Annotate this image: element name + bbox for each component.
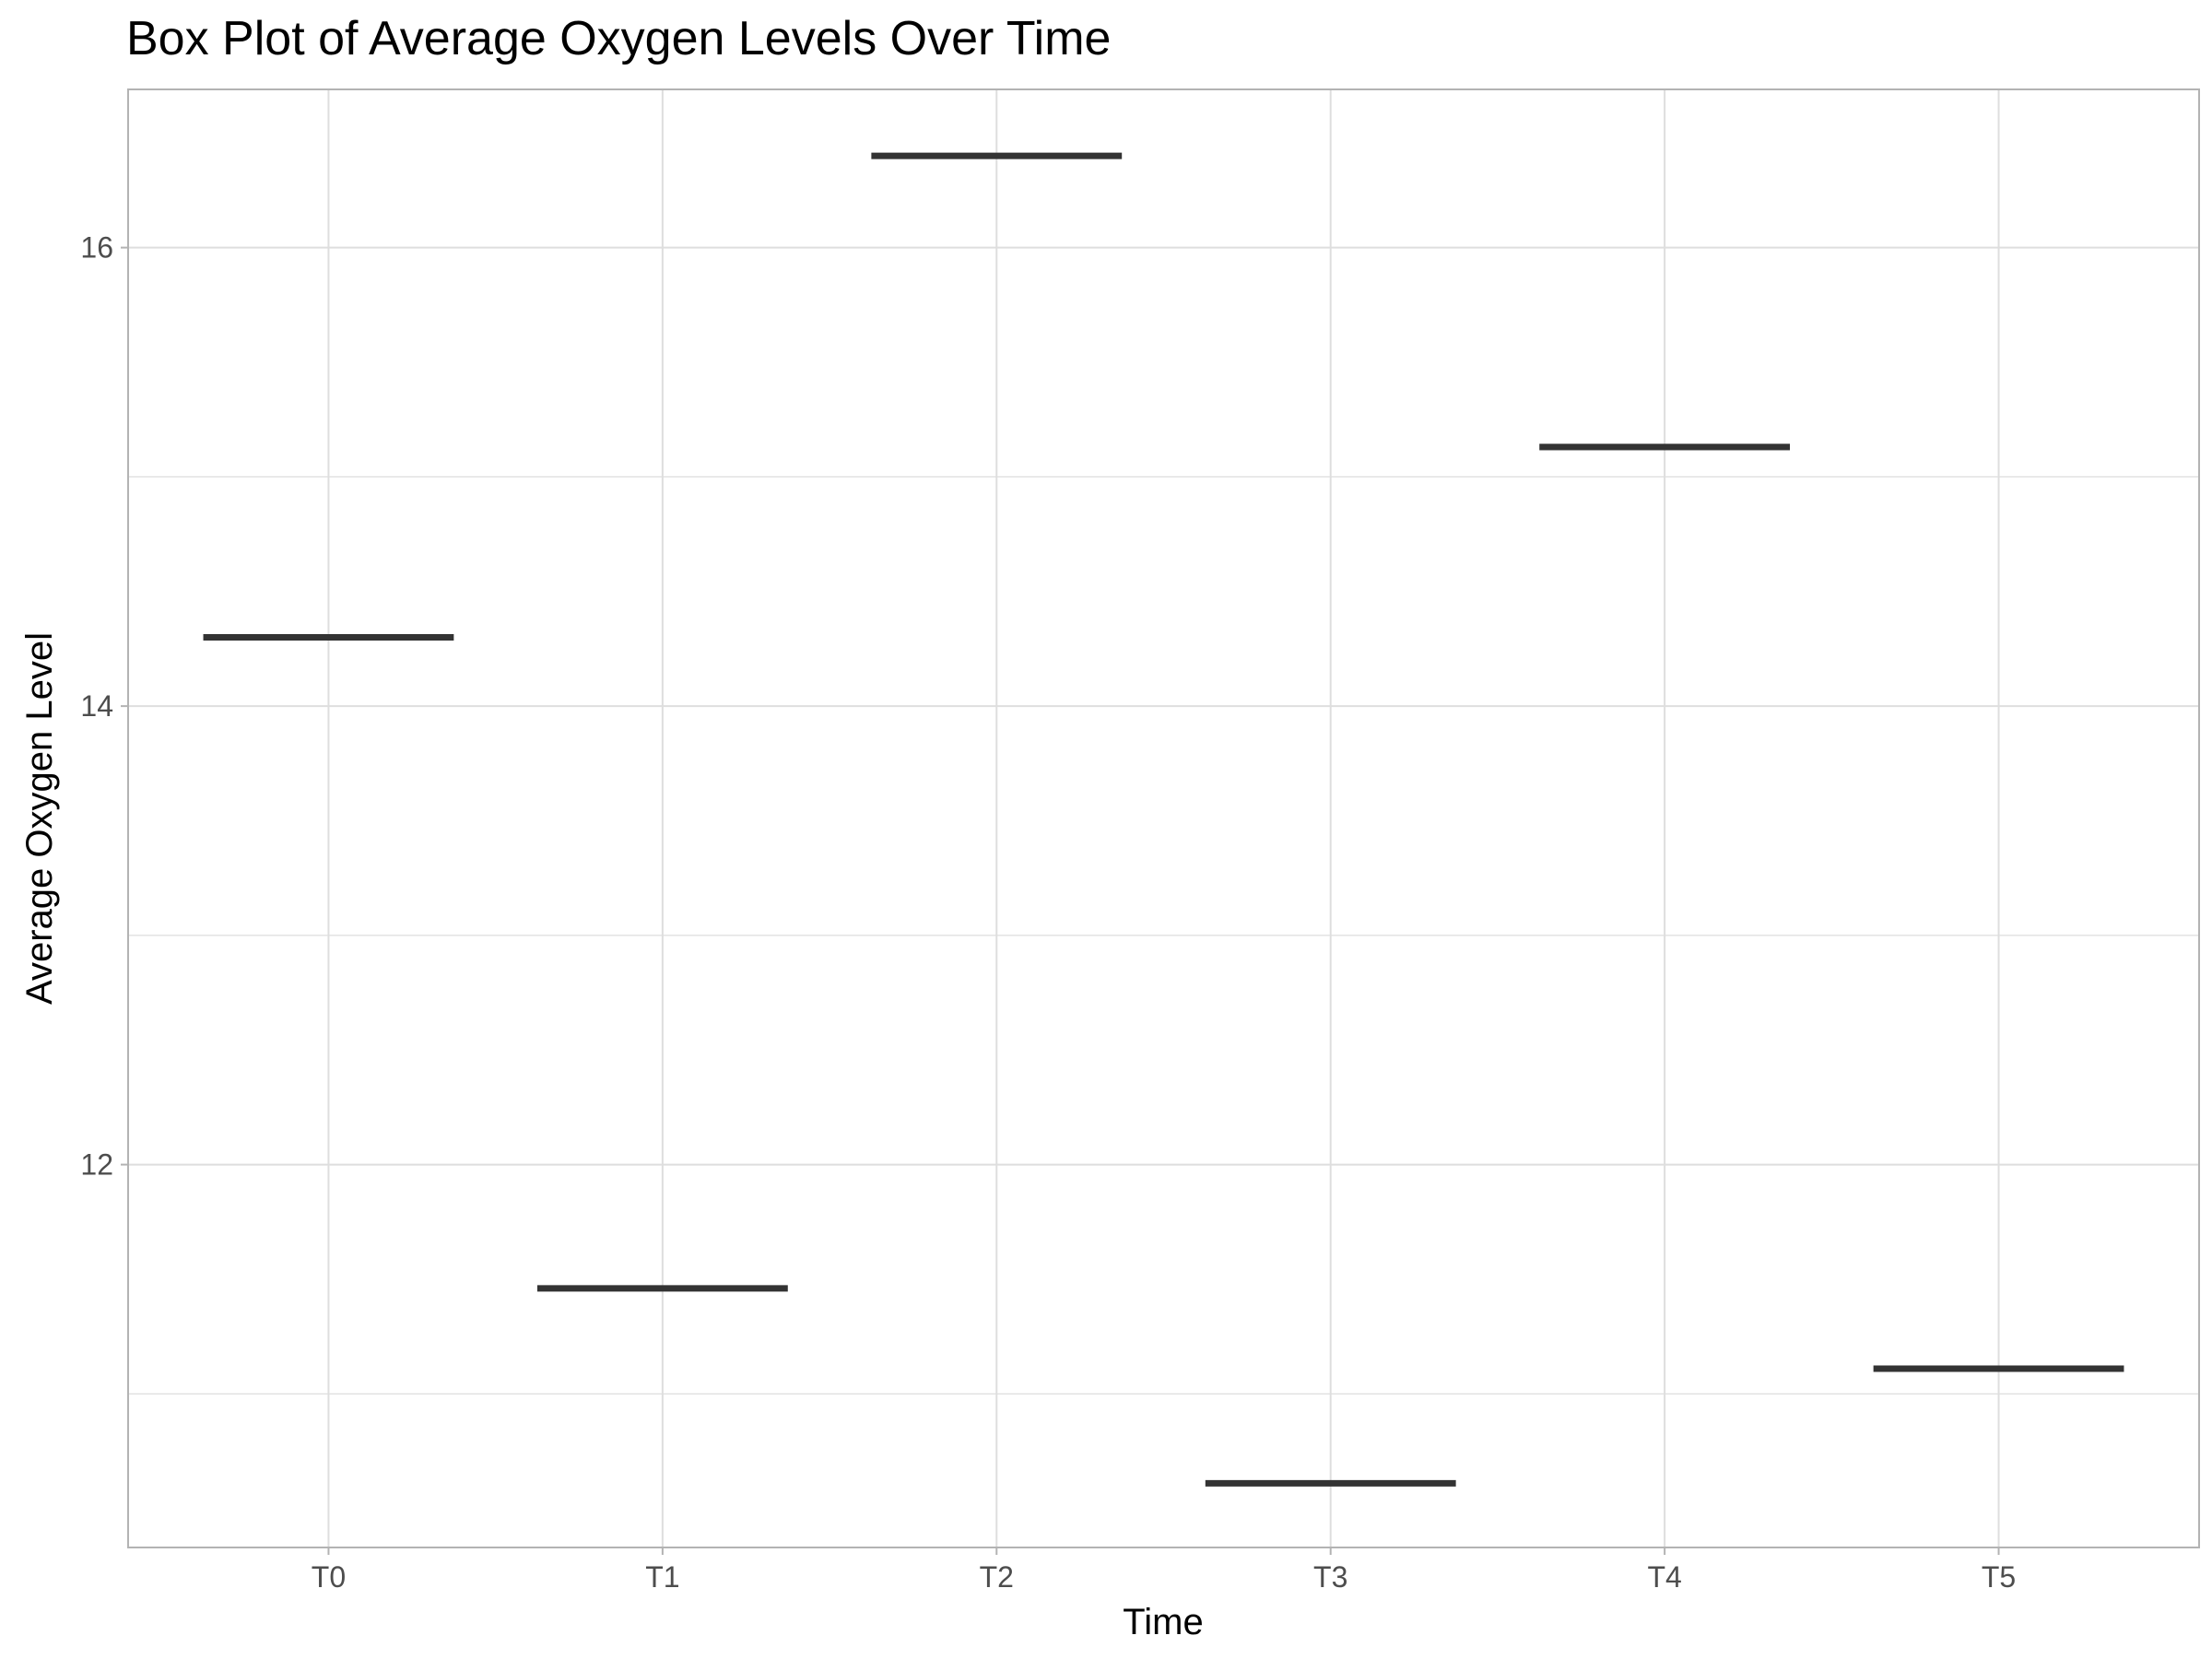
grid-lines [128, 89, 2199, 1547]
x-axis-title: Time [1123, 1602, 1203, 1642]
y-axis-title: Average Oxygen Level [19, 632, 60, 1005]
x-tick-label-t0: T0 [312, 1560, 346, 1594]
chart-title: Box Plot of Average Oxygen Levels Over T… [126, 12, 1112, 65]
x-tick-label-t4: T4 [1647, 1560, 1681, 1594]
x-tick-label-t2: T2 [980, 1560, 1014, 1594]
x-tick-label-t1: T1 [645, 1560, 679, 1594]
axis-ticks: 12 14 16 T0 T1 T2 T3 T4 T5 [80, 231, 2016, 1594]
y-tick-label: 14 [80, 689, 113, 723]
y-tick-label: 16 [80, 231, 113, 265]
median-marks [203, 152, 2124, 1487]
panel-border [127, 88, 2200, 1548]
x-tick-label-t5: T5 [1982, 1560, 2016, 1594]
x-tick-label-t3: T3 [1313, 1560, 1347, 1594]
y-tick-label: 12 [80, 1148, 113, 1182]
